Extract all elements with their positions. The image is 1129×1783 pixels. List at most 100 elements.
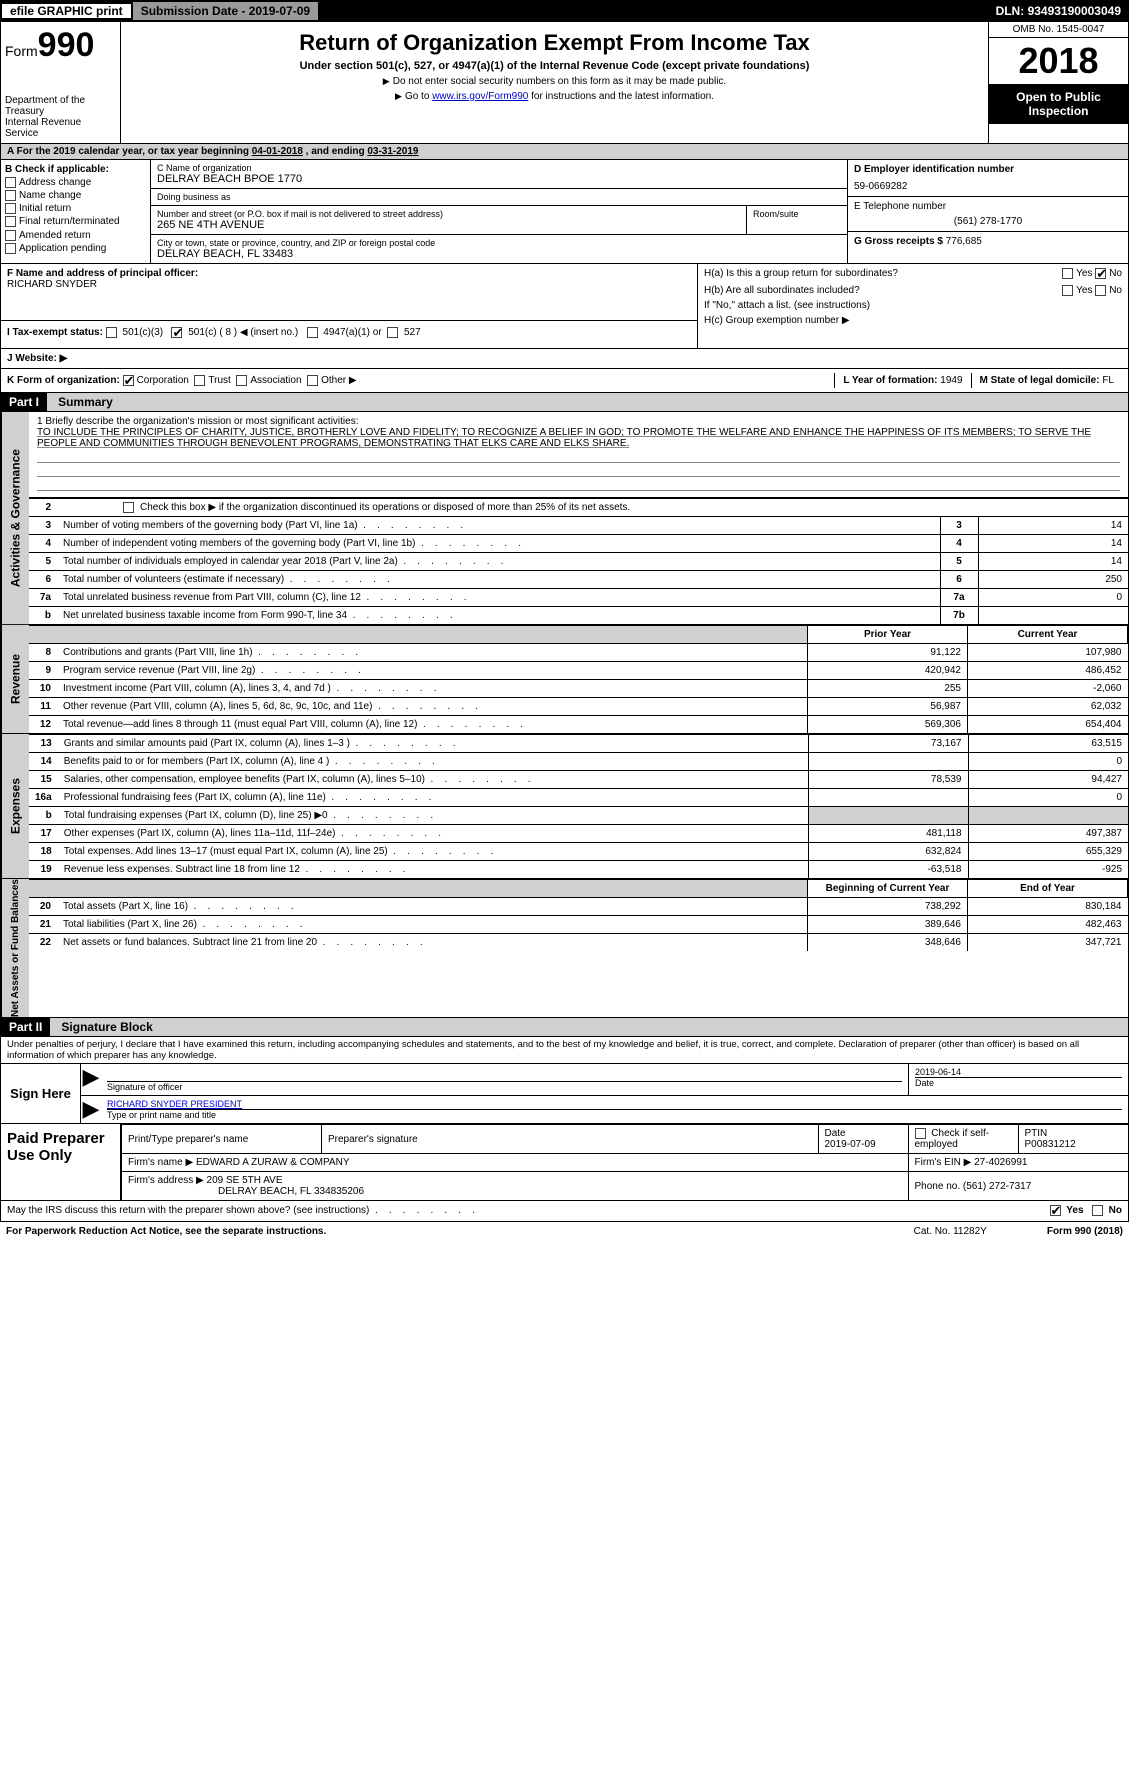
table-row: 7aTotal unrelated business revenue from … bbox=[29, 589, 1128, 607]
part-ii-bar: Part II Signature Block bbox=[0, 1018, 1129, 1037]
submission-value: 2019-07-09 bbox=[249, 4, 310, 18]
footer-left: For Paperwork Reduction Act Notice, see … bbox=[6, 1226, 326, 1237]
chk-address-change-label: Address change bbox=[19, 177, 91, 188]
chk-self-employed[interactable] bbox=[915, 1128, 926, 1139]
table-revenue: Prior Year Current Year 8Contributions a… bbox=[29, 625, 1128, 733]
sod-label: M State of legal domicile: bbox=[980, 375, 1103, 386]
discuss-no[interactable] bbox=[1092, 1205, 1103, 1216]
mission-label: 1 Briefly describe the organization's mi… bbox=[37, 416, 1120, 427]
table-row: 19Revenue less expenses. Subtract line 1… bbox=[29, 861, 1128, 879]
form-number: 990 bbox=[38, 26, 95, 64]
dln-value: 93493190003049 bbox=[1028, 4, 1121, 18]
officer-name[interactable]: RICHARD SNYDER PRESIDENT bbox=[107, 1099, 242, 1109]
col-d: D Employer identification number 59-0669… bbox=[848, 160, 1128, 263]
opt-501c: 501(c) ( 8 ) ◀ (insert no.) bbox=[188, 327, 298, 338]
form-of-org-label: K Form of organization: bbox=[7, 375, 120, 386]
dba-label: Doing business as bbox=[157, 192, 841, 202]
chk-corp[interactable] bbox=[123, 375, 134, 386]
part-i-title: Summary bbox=[50, 393, 121, 411]
org-name-label: C Name of organization bbox=[157, 163, 841, 173]
row-j-website: J Website: ▶ bbox=[0, 349, 1129, 369]
table-row: 6Total number of volunteers (estimate if… bbox=[29, 571, 1128, 589]
submission-date: Submission Date - 2019-07-09 bbox=[133, 2, 318, 20]
table-row: bNet unrelated business taxable income f… bbox=[29, 607, 1128, 625]
mission-block: 1 Briefly describe the organization's mi… bbox=[29, 412, 1128, 498]
chk-initial-return[interactable]: Initial return bbox=[5, 203, 146, 214]
dln-label: DLN: bbox=[996, 4, 1028, 18]
section-expenses: Expenses 13Grants and similar amounts pa… bbox=[0, 734, 1129, 879]
chk-final-return-label: Final return/terminated bbox=[19, 217, 120, 228]
vlabel-expenses: Expenses bbox=[1, 734, 29, 878]
signature-date-label: Date bbox=[915, 1077, 1122, 1088]
vlabel-net-assets: Net Assets or Fund Balances bbox=[1, 879, 29, 1017]
firm-phone: (561) 272-7317 bbox=[963, 1181, 1031, 1192]
form-prefix: Form bbox=[5, 43, 38, 59]
ha-no[interactable] bbox=[1095, 268, 1106, 279]
col-f: F Name and address of principal officer:… bbox=[1, 264, 698, 348]
hb-yes-label: Yes bbox=[1076, 285, 1092, 296]
city-value: DELRAY BEACH, FL 33483 bbox=[157, 248, 841, 260]
table-row: 3Number of voting members of the governi… bbox=[29, 517, 1128, 535]
part-ii-title: Signature Block bbox=[53, 1018, 160, 1036]
row-fh: F Name and address of principal officer:… bbox=[0, 264, 1129, 349]
chk-final-return[interactable]: Final return/terminated bbox=[5, 216, 146, 227]
hc-label: H(c) Group exemption number ▶ bbox=[704, 315, 1122, 326]
hb-no[interactable] bbox=[1095, 285, 1106, 296]
tax-year-end: 03-31-2019 bbox=[367, 146, 418, 157]
chk-name-change[interactable]: Name change bbox=[5, 190, 146, 201]
row-a-prefix: A For the 2019 calendar year, or tax yea… bbox=[7, 146, 252, 157]
penalties-text: Under penalties of perjury, I declare th… bbox=[0, 1037, 1129, 1064]
principal-officer-name: RICHARD SNYDER bbox=[7, 279, 691, 290]
col-b: B Check if applicable: Address change Na… bbox=[1, 160, 151, 263]
col-h: H(a) Is this a group return for subordin… bbox=[698, 264, 1128, 348]
table-net-assets: Beginning of Current Year End of Year 20… bbox=[29, 879, 1128, 951]
chk-application-pending-label: Application pending bbox=[19, 243, 106, 254]
section-revenue: Revenue Prior Year Current Year 8Contrib… bbox=[0, 625, 1129, 734]
form990-link[interactable]: www.irs.gov/Form990 bbox=[432, 91, 528, 102]
chk-assoc[interactable] bbox=[236, 375, 247, 386]
chk-4947[interactable] bbox=[307, 327, 318, 338]
footer-catno: Cat. No. 11282Y bbox=[914, 1226, 987, 1237]
chk-527[interactable] bbox=[387, 327, 398, 338]
efile-badge: efile GRAPHIC print bbox=[1, 3, 132, 19]
discuss-row: May the IRS discuss this return with the… bbox=[0, 1201, 1129, 1221]
firm-phone-label: Phone no. bbox=[915, 1181, 963, 1192]
table-expenses: 13Grants and similar amounts paid (Part … bbox=[29, 734, 1128, 878]
ha-yes[interactable] bbox=[1062, 268, 1073, 279]
discuss-yes[interactable] bbox=[1050, 1205, 1061, 1216]
top-bar: efile GRAPHIC print Submission Date - 20… bbox=[0, 0, 1129, 22]
table-row: 22Net assets or fund balances. Subtract … bbox=[29, 934, 1128, 952]
discuss-yes-label: Yes bbox=[1066, 1206, 1083, 1217]
ein-label: D Employer identification number bbox=[854, 164, 1122, 175]
ha-yes-label: Yes bbox=[1076, 268, 1092, 279]
hb-yes[interactable] bbox=[1062, 285, 1073, 296]
vlabel-activities-governance: Activities & Governance bbox=[1, 412, 29, 624]
chk-trust[interactable] bbox=[194, 375, 205, 386]
chk-501c3[interactable] bbox=[106, 327, 117, 338]
table-activities-governance: 2Check this box ▶ if the organization di… bbox=[29, 498, 1128, 624]
discuss-question: May the IRS discuss this return with the… bbox=[7, 1205, 475, 1216]
ha-label: H(a) Is this a group return for subordin… bbox=[704, 268, 898, 279]
form-title: Return of Organization Exempt From Incom… bbox=[125, 30, 984, 56]
mission-text: TO INCLUDE THE PRINCIPLES OF CHARITY, JU… bbox=[37, 427, 1120, 449]
street-value: 265 NE 4TH AVENUE bbox=[157, 219, 740, 231]
opt-other: Other ▶ bbox=[321, 375, 356, 386]
org-name: DELRAY BEACH BPOE 1770 bbox=[157, 173, 841, 185]
opt-trust: Trust bbox=[208, 375, 230, 386]
principal-officer-label: F Name and address of principal officer: bbox=[7, 268, 691, 279]
chk-application-pending[interactable]: Application pending bbox=[5, 243, 146, 254]
chk-discontinued[interactable] bbox=[123, 502, 134, 513]
yof-label: L Year of formation: bbox=[843, 375, 940, 386]
chk-other[interactable] bbox=[307, 375, 318, 386]
chk-amended-return[interactable]: Amended return bbox=[5, 230, 146, 241]
discuss-no-label: No bbox=[1109, 1206, 1122, 1217]
sign-here-block: Sign Here ▶ Signature of officer 2019-06… bbox=[0, 1064, 1129, 1124]
opt-527: 527 bbox=[404, 327, 421, 338]
table-row: bTotal fundraising expenses (Part IX, co… bbox=[29, 807, 1128, 825]
part-i-heading: Part I bbox=[1, 393, 47, 411]
hdr-prior-year: Prior Year bbox=[808, 626, 968, 644]
chk-501c[interactable] bbox=[171, 327, 182, 338]
row-k: K Form of organization: Corporation Trus… bbox=[0, 369, 1129, 393]
sign-arrow-icon: ▶ bbox=[81, 1064, 101, 1095]
chk-address-change[interactable]: Address change bbox=[5, 177, 146, 188]
